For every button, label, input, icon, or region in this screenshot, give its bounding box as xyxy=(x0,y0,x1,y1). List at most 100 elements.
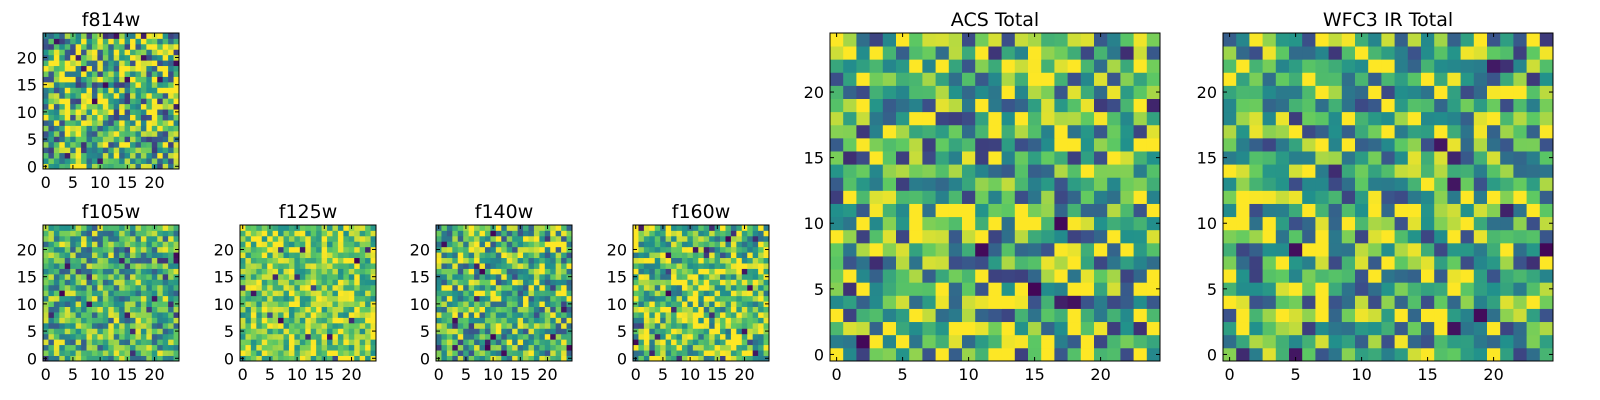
heatmap-cell xyxy=(948,151,963,165)
heatmap-cell xyxy=(359,350,366,356)
heatmap-cell xyxy=(75,38,82,45)
heatmap-cell xyxy=(1381,190,1395,204)
heatmap-cell xyxy=(882,216,897,231)
heatmap-cell xyxy=(146,147,153,154)
heatmap-cell xyxy=(1067,203,1082,218)
heatmap-cell xyxy=(173,225,180,231)
heatmap-cell xyxy=(1001,177,1016,191)
heatmap-cell xyxy=(261,279,268,286)
heatmap-cell xyxy=(337,333,344,340)
heatmap-cell xyxy=(1368,164,1382,178)
heatmap-cell xyxy=(633,284,639,291)
heatmap-cell xyxy=(1341,229,1356,244)
heatmap-cell xyxy=(1328,164,1343,178)
heatmap-cell xyxy=(654,257,661,264)
heatmap-cell xyxy=(1302,216,1316,231)
heatmap-cell xyxy=(272,284,279,291)
heatmap-cell xyxy=(948,295,963,309)
heatmap-cell xyxy=(896,46,910,60)
heatmap-cell xyxy=(245,344,252,351)
heatmap-cell xyxy=(321,328,328,335)
heatmap-cell xyxy=(102,60,109,67)
heatmap-cell xyxy=(91,136,98,143)
heatmap-cell xyxy=(714,246,721,253)
heatmap-cell xyxy=(348,284,355,291)
heatmap-cell xyxy=(1014,308,1029,323)
heatmap-cell xyxy=(151,339,158,346)
heatmap-cell xyxy=(709,235,715,242)
heatmap-cell xyxy=(130,241,136,248)
heatmap-cell xyxy=(474,268,480,275)
heatmap-cell xyxy=(140,98,147,105)
heatmap-cell xyxy=(157,344,164,351)
heatmap-cell xyxy=(528,339,535,346)
heatmap-cell xyxy=(135,81,142,88)
heatmap-cell xyxy=(490,306,497,313)
heatmap-cell xyxy=(725,333,732,340)
y-tick-label: 15 xyxy=(410,268,430,287)
heatmap-cell xyxy=(474,252,480,259)
heatmap-cell xyxy=(130,152,136,159)
heatmap-cell xyxy=(479,312,486,318)
heatmap-cell xyxy=(528,301,535,307)
heatmap-cell xyxy=(140,109,147,115)
heatmap-cell xyxy=(747,306,754,313)
heatmap-cell xyxy=(649,225,656,231)
heatmap-cell xyxy=(130,81,136,88)
heatmap-cell xyxy=(124,114,131,121)
heatmap-cell xyxy=(146,328,153,335)
heatmap-cell xyxy=(140,114,147,121)
heatmap-cell xyxy=(1133,295,1148,309)
heatmap-cell xyxy=(709,246,715,253)
heatmap-cell xyxy=(988,111,1002,126)
heatmap-cell xyxy=(1289,347,1303,362)
heatmap-cell xyxy=(523,350,529,356)
heatmap-cell xyxy=(660,295,667,302)
heatmap-cell xyxy=(1355,177,1369,191)
heatmap-cell xyxy=(490,268,497,275)
heatmap-cell xyxy=(272,225,279,231)
heatmap-cell xyxy=(157,114,164,121)
heatmap-cell xyxy=(436,306,442,313)
heatmap-cell xyxy=(692,328,699,335)
heatmap-cell xyxy=(1355,269,1369,283)
heatmap-cell xyxy=(1328,282,1343,296)
heatmap-cell xyxy=(988,190,1002,204)
heatmap-cell xyxy=(1107,216,1121,231)
heatmap-cell xyxy=(365,306,371,313)
heatmap-cell xyxy=(343,235,350,242)
heatmap-cell xyxy=(124,350,131,356)
heatmap-cell xyxy=(698,306,705,313)
heatmap-cell xyxy=(1513,85,1527,99)
heatmap-cell xyxy=(299,279,306,286)
heatmap-cell xyxy=(162,49,169,56)
heatmap-cell xyxy=(550,295,557,302)
heatmap-cell xyxy=(479,252,486,259)
heatmap-cell xyxy=(310,225,317,231)
heatmap-cell xyxy=(102,81,109,88)
heatmap-cell xyxy=(119,158,125,164)
heatmap-cell xyxy=(162,125,169,132)
heatmap-cell xyxy=(720,344,726,351)
heatmap-cell xyxy=(474,284,480,291)
heatmap-cell xyxy=(365,322,371,329)
heatmap-cell xyxy=(75,295,82,302)
heatmap-cell xyxy=(896,256,910,270)
heatmap-cell xyxy=(692,290,699,297)
heatmap-cell xyxy=(113,163,120,170)
heatmap-cell xyxy=(436,322,442,329)
heatmap-cells xyxy=(830,33,1161,362)
heatmap-cell xyxy=(102,152,109,159)
heatmap-cell xyxy=(1407,321,1422,336)
heatmap-cell xyxy=(882,256,897,270)
heatmap-cell xyxy=(703,246,710,253)
heatmap-cell xyxy=(299,306,306,313)
heatmap-cell xyxy=(495,257,502,264)
heatmap-cell xyxy=(1302,242,1316,257)
heatmap-cell xyxy=(935,256,950,270)
heatmap-cell xyxy=(698,279,705,286)
heatmap-cell xyxy=(452,268,459,275)
heatmap-cell xyxy=(1014,33,1029,47)
heatmap-cell xyxy=(332,284,339,291)
heatmap-cell xyxy=(539,235,546,242)
